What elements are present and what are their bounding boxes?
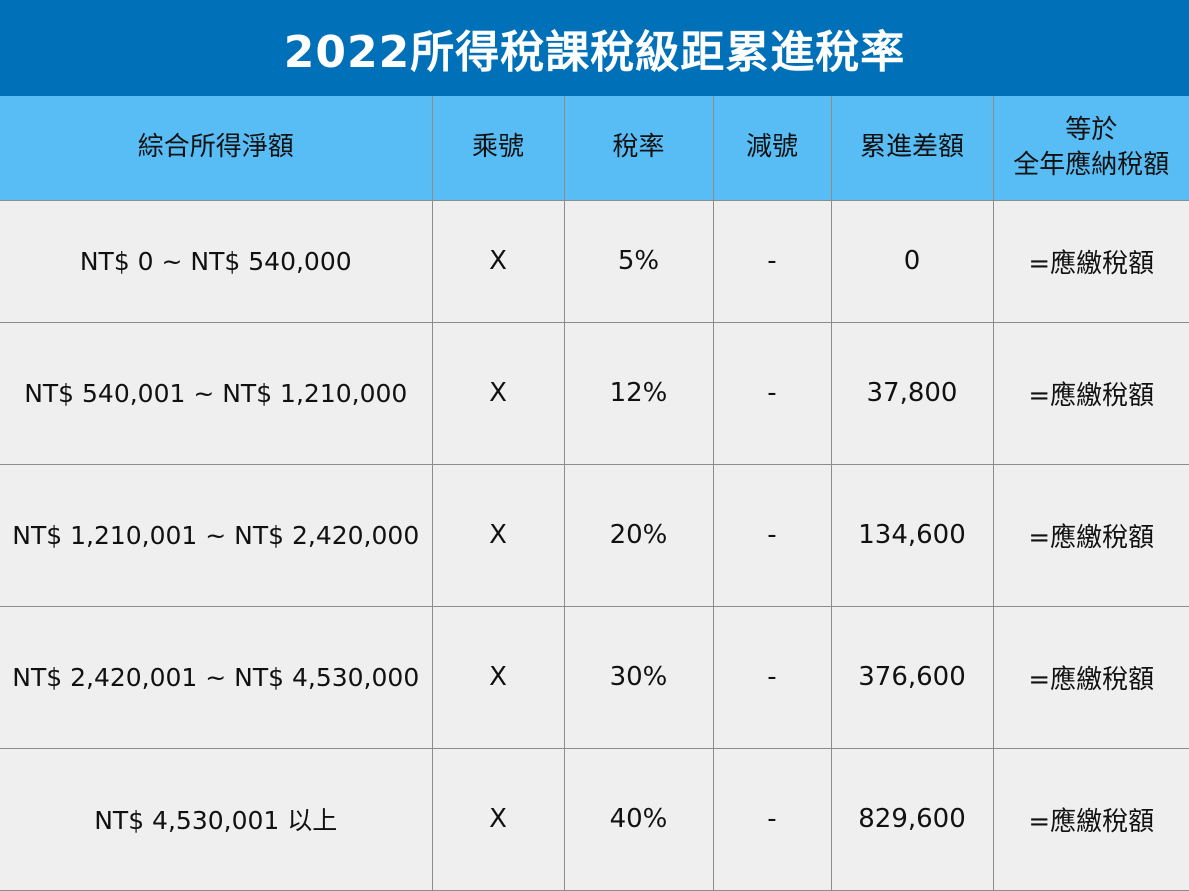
table-row: NT$ 0 ~ NT$ 540,000 X 5% - 0 =應繳稅額 [0, 200, 1189, 322]
cell-equals: =應繳稅額 [993, 606, 1189, 748]
cell-deduction: 0 [831, 200, 993, 322]
cell-minus: - [713, 464, 831, 606]
cell-deduction: 376,600 [831, 606, 993, 748]
table-row: NT$ 1,210,001 ~ NT$ 2,420,000 X 20% - 13… [0, 464, 1189, 606]
cell-equals: =應繳稅額 [993, 322, 1189, 464]
cell-minus: - [713, 748, 831, 890]
cell-range: NT$ 4,530,001 以上 [0, 748, 432, 890]
cell-range: NT$ 0 ~ NT$ 540,000 [0, 200, 432, 322]
table-row: NT$ 2,420,001 ~ NT$ 4,530,000 X 30% - 37… [0, 606, 1189, 748]
header-equals-line2: 全年應納稅額 [994, 148, 1189, 183]
cell-rate: 20% [564, 464, 713, 606]
cell-rate: 5% [564, 200, 713, 322]
cell-equals: =應繳稅額 [993, 748, 1189, 890]
cell-multiply: X [432, 322, 564, 464]
page-title: 2022所得稅課稅級距累進稅率 [0, 0, 1189, 96]
header-minus: 減號 [713, 96, 831, 200]
cell-minus: - [713, 200, 831, 322]
cell-deduction: 829,600 [831, 748, 993, 890]
cell-equals: =應繳稅額 [993, 200, 1189, 322]
cell-range: NT$ 2,420,001 ~ NT$ 4,530,000 [0, 606, 432, 748]
tax-bracket-table: 綜合所得淨額 乘號 稅率 減號 累進差額 等於 全年應納稅額 NT$ 0 ~ N… [0, 96, 1189, 891]
cell-rate: 40% [564, 748, 713, 890]
cell-multiply: X [432, 748, 564, 890]
cell-rate: 30% [564, 606, 713, 748]
cell-range: NT$ 540,001 ~ NT$ 1,210,000 [0, 322, 432, 464]
header-equals: 等於 全年應納稅額 [993, 96, 1189, 200]
cell-equals: =應繳稅額 [993, 464, 1189, 606]
cell-multiply: X [432, 464, 564, 606]
cell-rate: 12% [564, 322, 713, 464]
cell-minus: - [713, 322, 831, 464]
cell-multiply: X [432, 200, 564, 322]
cell-deduction: 134,600 [831, 464, 993, 606]
header-multiply: 乘號 [432, 96, 564, 200]
cell-multiply: X [432, 606, 564, 748]
header-income: 綜合所得淨額 [0, 96, 432, 200]
table-row: NT$ 540,001 ~ NT$ 1,210,000 X 12% - 37,8… [0, 322, 1189, 464]
header-equals-line1: 等於 [994, 113, 1189, 148]
table-row: NT$ 4,530,001 以上 X 40% - 829,600 =應繳稅額 [0, 748, 1189, 890]
cell-range: NT$ 1,210,001 ~ NT$ 2,420,000 [0, 464, 432, 606]
cell-minus: - [713, 606, 831, 748]
cell-deduction: 37,800 [831, 322, 993, 464]
table-header-row: 綜合所得淨額 乘號 稅率 減號 累進差額 等於 全年應納稅額 [0, 96, 1189, 200]
header-rate: 稅率 [564, 96, 713, 200]
header-deduction: 累進差額 [831, 96, 993, 200]
